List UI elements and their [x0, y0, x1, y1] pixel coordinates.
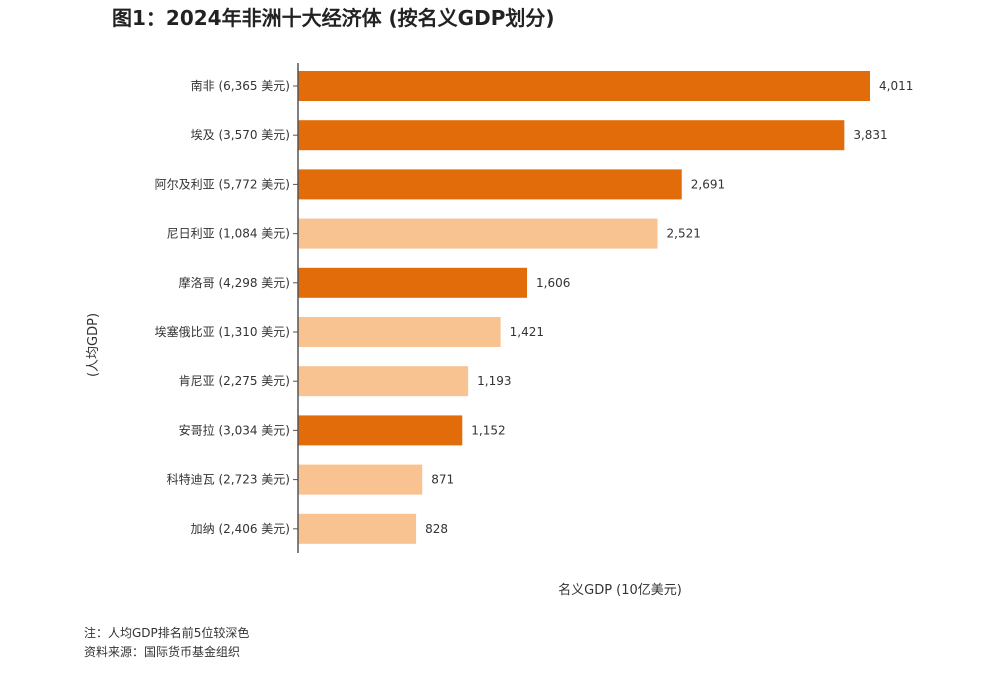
- category-labels-group: 南非 (6,365 美元) 埃及 (3,570 美元) 阿尔及利亚 (5,772 美…: [155, 78, 290, 536]
- value-label: 1,606: [536, 276, 570, 290]
- chart-title: 图1：2024年非洲十大经济体 (按名义GDP划分): [112, 6, 555, 30]
- bar: [298, 71, 870, 101]
- bar: [298, 464, 423, 495]
- bar: [298, 169, 682, 200]
- category-label: 加纳 (2,406 美元): [191, 522, 290, 536]
- category-label: 埃塞俄比亚 (1,310 美元): [155, 324, 290, 339]
- value-label: 828: [425, 522, 448, 536]
- bar: [298, 218, 658, 249]
- bar: [298, 415, 463, 446]
- bar: [298, 513, 417, 544]
- value-label: 871: [431, 473, 454, 487]
- value-label: 4,011: [879, 79, 913, 93]
- chart-notes: 注：人均GDP排名前5位较深色 资料来源：国际货币基金组织: [84, 624, 249, 662]
- category-label: 埃及 (3,570 美元): [191, 128, 290, 142]
- value-label: 2,521: [667, 227, 701, 241]
- category-label: 安哥拉 (3,034 美元): [179, 422, 290, 437]
- note-text: 注：人均GDP排名前5位较深色: [84, 626, 250, 640]
- bars-group: [293, 71, 870, 544]
- category-label: 科特迪瓦 (2,723 美元): [167, 472, 290, 487]
- category-label: 阿尔及利亚 (5,772 美元): [155, 176, 290, 191]
- bar: [298, 120, 845, 151]
- value-label: 1,152: [471, 423, 505, 437]
- value-label: 1,193: [477, 374, 511, 388]
- value-label: 2,691: [691, 177, 725, 191]
- bar: [298, 267, 528, 298]
- value-labels-group: 4,011 3,831 2,691 2,521 1,606 1,421 1,193 1,152…: [425, 79, 913, 536]
- category-label: 南非 (6,365 美元): [191, 78, 290, 93]
- source-text: 资料来源：国际货币基金组织: [84, 645, 241, 659]
- y-axis-title: (人均GDP): [86, 313, 101, 377]
- value-label: 3,831: [853, 128, 887, 142]
- category-label: 摩洛哥 (4,298 美元): [179, 275, 290, 290]
- category-label: 尼日利亚 (1,084 美元): [167, 227, 290, 241]
- bar: [298, 366, 469, 397]
- x-axis-title: 名义GDP (10亿美元): [558, 582, 682, 598]
- value-label: 1,421: [510, 325, 544, 339]
- bar: [298, 317, 501, 347]
- category-label: 肯尼亚 (2,275 美元): [179, 374, 290, 388]
